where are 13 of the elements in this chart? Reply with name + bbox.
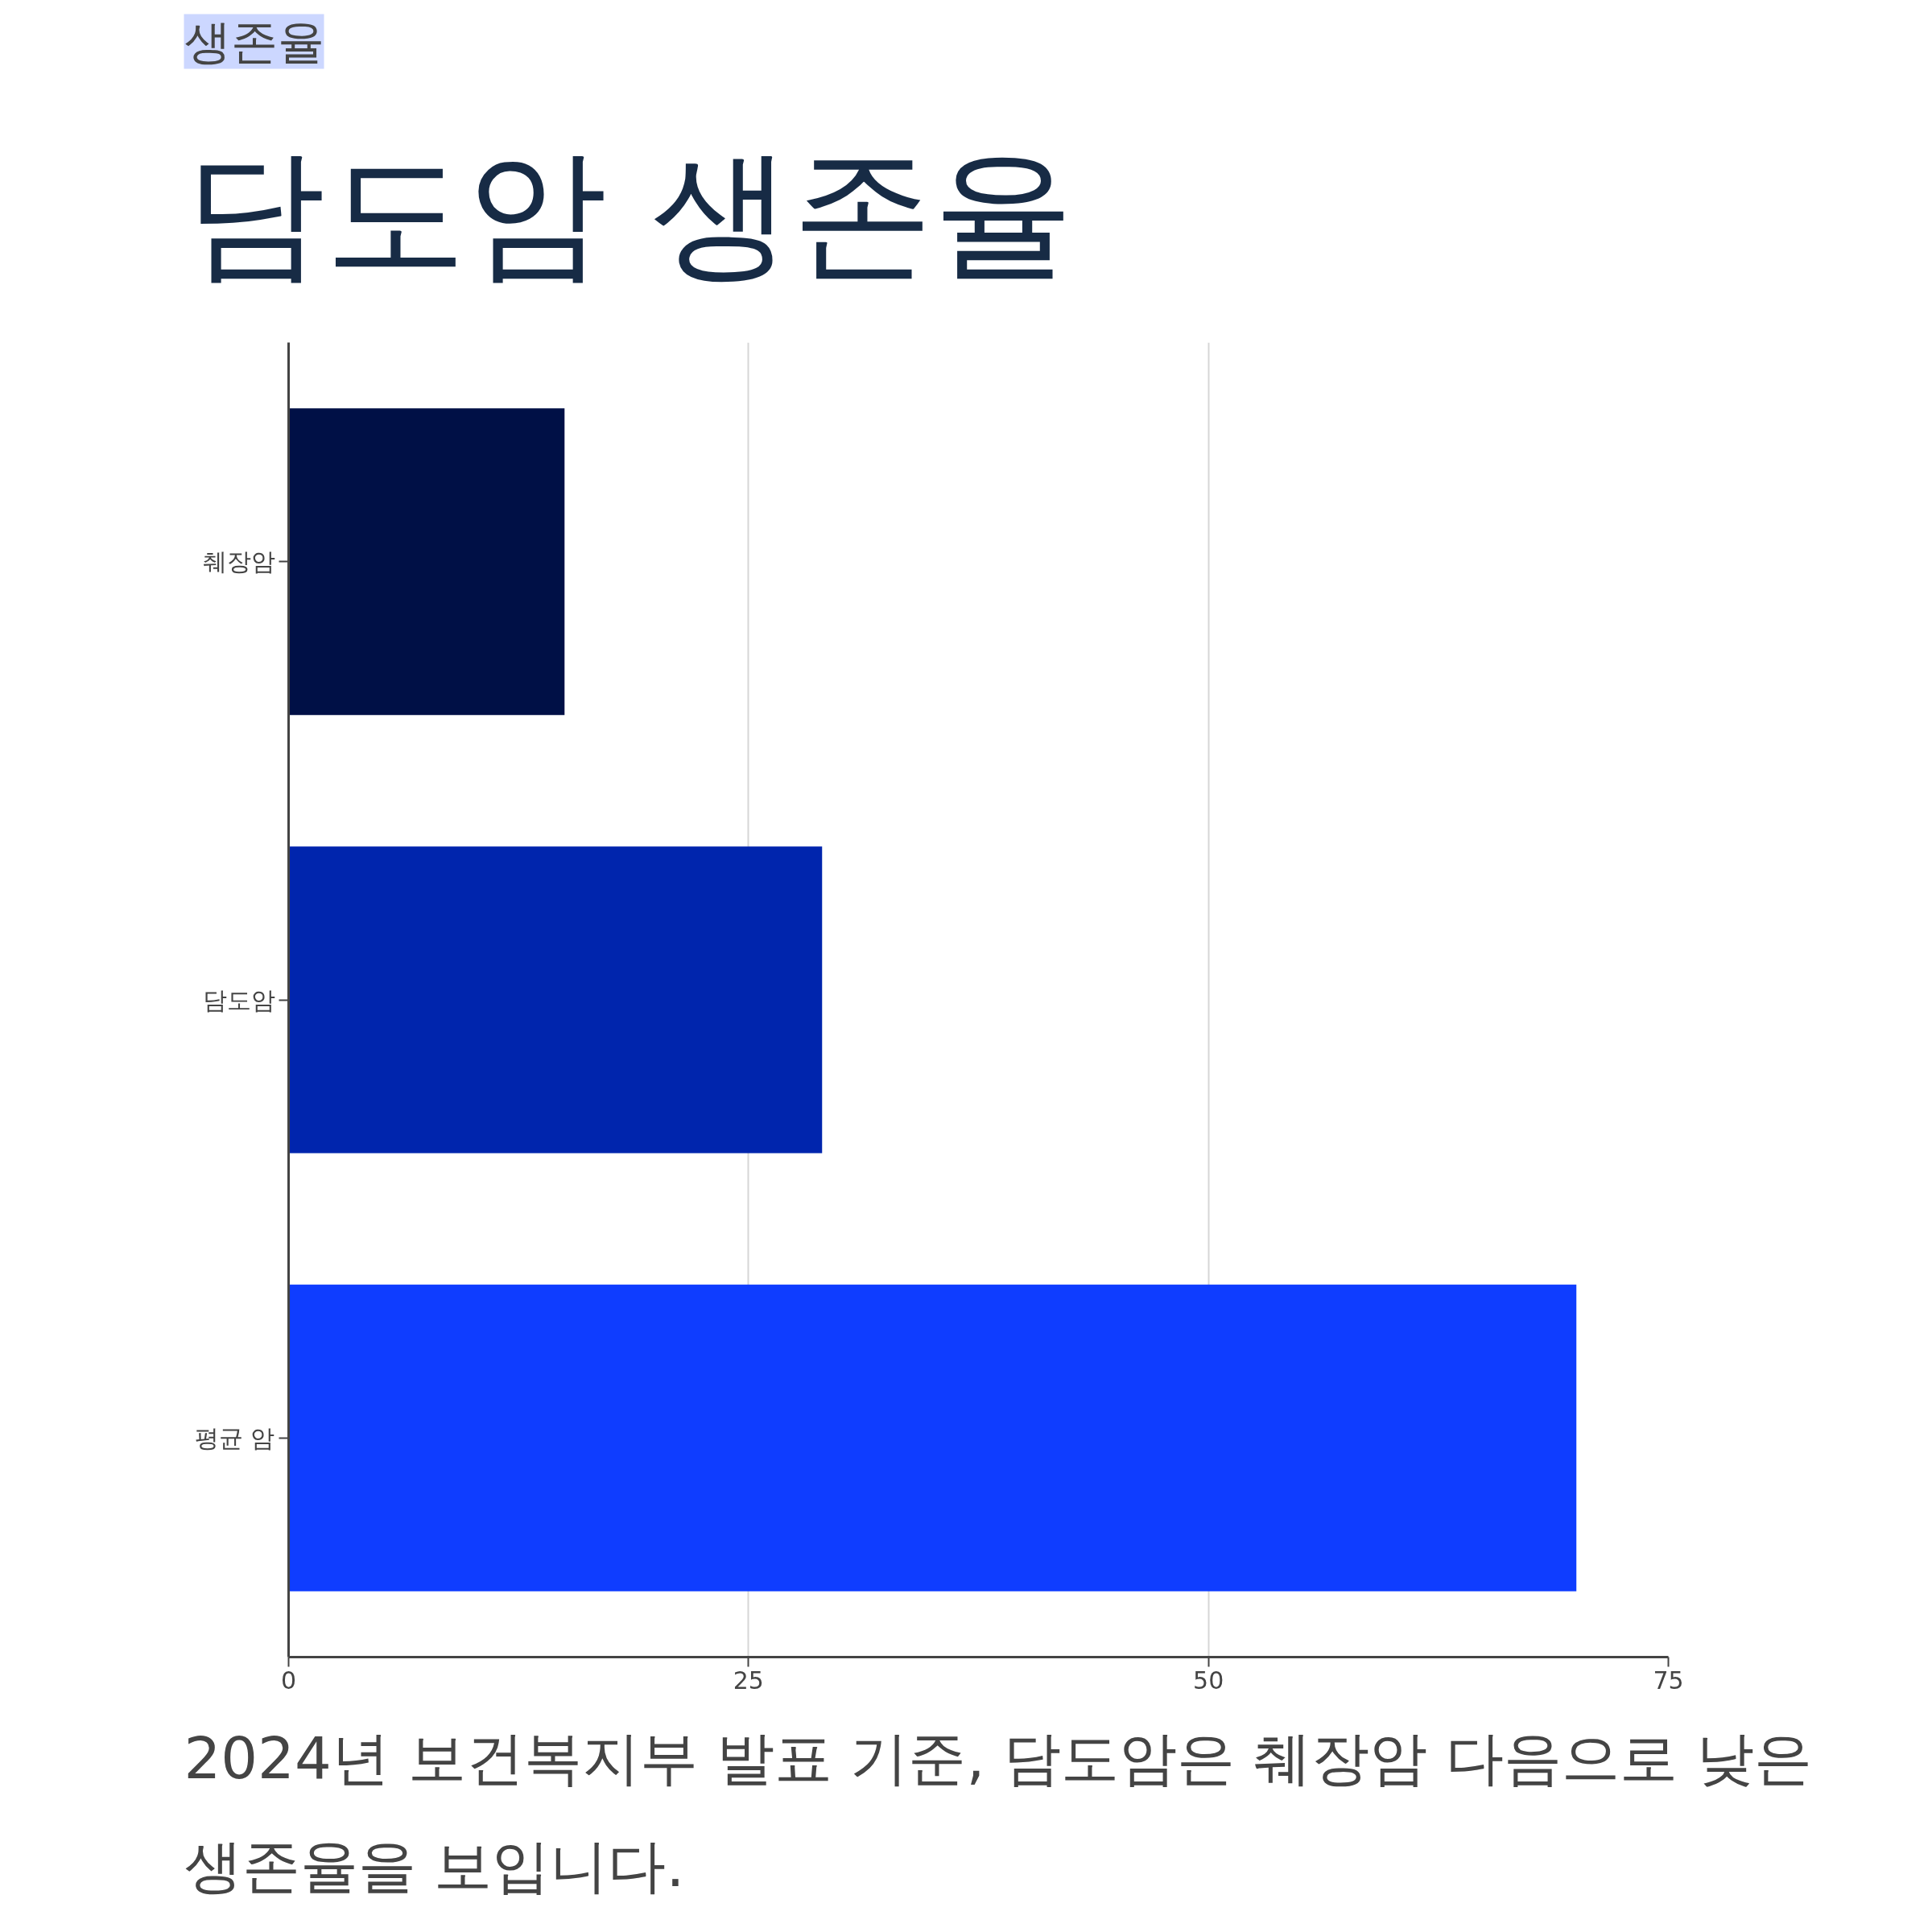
x-tick-label: 25 bbox=[733, 1666, 764, 1695]
bar bbox=[288, 408, 565, 716]
y-tick-label: 담도암 bbox=[202, 985, 275, 1014]
text: 2024년 보건복지부 발표 기준, 담도암은 췌장암 다음으로 낮은 생존율을 보입니다. bbox=[184, 1724, 1812, 1901]
bar bbox=[288, 1284, 1577, 1591]
chart-subtitle: 생존율 bbox=[184, 14, 324, 69]
chart-title: 담도암 생존율 bbox=[184, 130, 1075, 295]
y-tick-label: 췌장암 bbox=[202, 547, 275, 576]
y-tick-label: 평균 암 bbox=[194, 1423, 275, 1452]
x-tick-label: 75 bbox=[1653, 1666, 1684, 1695]
bar bbox=[288, 846, 823, 1154]
x-tick-label: 0 bbox=[280, 1666, 297, 1695]
x-tick-label: 50 bbox=[1193, 1666, 1224, 1695]
